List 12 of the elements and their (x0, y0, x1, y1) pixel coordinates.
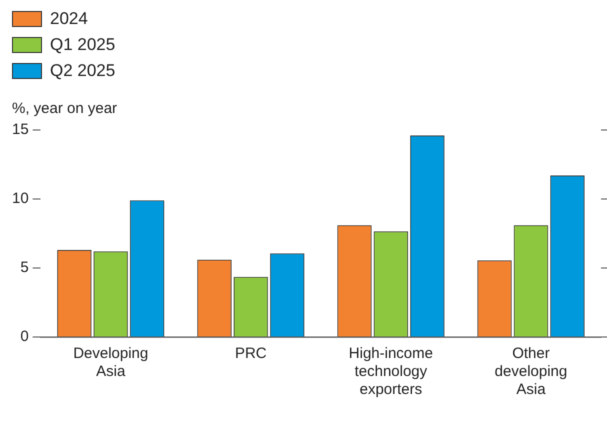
legend-label: Q2 2025 (50, 61, 116, 81)
legend-label: Q1 2025 (50, 35, 116, 55)
y-tick-label: 10 (12, 190, 29, 208)
legend-label: 2024 (50, 9, 88, 29)
x-tick-label: High-income technology exporters (348, 345, 433, 398)
y-tick-label: 15 (12, 121, 29, 138)
y-tick-label: 0 (20, 328, 29, 346)
y-axis-title: %, year on year (11, 100, 118, 117)
y-tick-label: 5 (20, 259, 29, 276)
x-tick-label: Developing Asia (73, 345, 148, 380)
x-tick-label: PRC (234, 345, 267, 362)
x-tick-label: Other developing Asia (494, 345, 568, 398)
